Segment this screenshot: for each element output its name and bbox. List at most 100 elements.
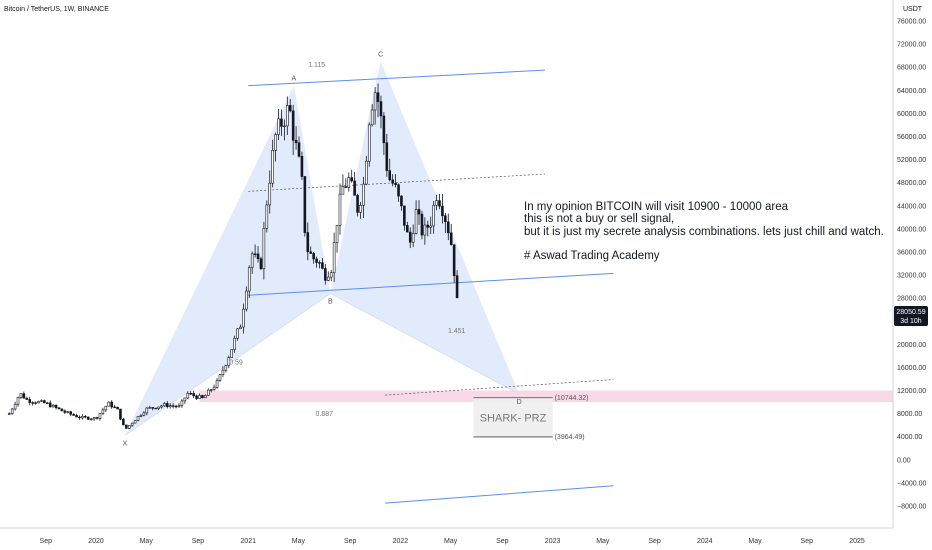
candle-body bbox=[303, 176, 307, 233]
candle-body bbox=[63, 410, 67, 413]
y-tick-label: 72000.00 bbox=[897, 42, 926, 49]
candle-body bbox=[268, 182, 272, 206]
x-tick-label: May bbox=[292, 538, 306, 545]
x-tick-label: May bbox=[748, 538, 762, 545]
candle-body bbox=[60, 408, 64, 412]
candle-body bbox=[116, 406, 119, 410]
pattern-ratio-label: 0.59 bbox=[229, 360, 243, 367]
candle-body bbox=[171, 405, 175, 407]
trend-line bbox=[385, 485, 614, 504]
note-line: but it is just my secrete analysis combi… bbox=[524, 226, 884, 238]
candle-body bbox=[429, 225, 433, 228]
candle-body bbox=[145, 407, 149, 414]
candle-body bbox=[438, 200, 441, 207]
candle-body bbox=[432, 204, 435, 227]
y-tick-label: 0.00 bbox=[897, 457, 911, 464]
candle-body bbox=[256, 253, 260, 260]
pattern-labels-layer: X A B C D 0.59 1.115 1.451 0.887 bbox=[123, 51, 522, 447]
candle-body bbox=[168, 405, 172, 408]
candle-body bbox=[48, 402, 52, 408]
candle-body bbox=[291, 110, 295, 141]
pattern-ratio-label: 1.115 bbox=[308, 62, 325, 69]
y-tick-label: 48000.00 bbox=[897, 180, 926, 187]
x-tick-label: Sep bbox=[192, 538, 205, 545]
y-tick-label: 4000.00 bbox=[897, 434, 922, 441]
candle-body bbox=[335, 225, 339, 244]
candle-body bbox=[394, 182, 397, 186]
pattern-point-label: B bbox=[328, 299, 333, 306]
candle-body bbox=[245, 290, 248, 310]
x-tick-label: 2022 bbox=[393, 538, 409, 545]
x-tick-label: Sep bbox=[496, 538, 509, 545]
y-tick-label: 52000.00 bbox=[897, 157, 926, 164]
time-axis[interactable]: Sep 2020 May Sep 2021 May Sep 2022 May Sep 2023 May… bbox=[0, 527, 893, 545]
candle-body bbox=[423, 224, 427, 236]
candle-body bbox=[227, 357, 231, 366]
x-tick-label: 2023 bbox=[545, 538, 561, 545]
y-tick-label: 40000.00 bbox=[897, 226, 926, 233]
candle-body bbox=[452, 244, 456, 276]
candle-body bbox=[104, 405, 108, 411]
candle-body bbox=[45, 402, 49, 404]
x-tick-label: May bbox=[444, 538, 458, 545]
candle-body bbox=[160, 405, 163, 408]
candle-body bbox=[332, 242, 336, 274]
candle-body bbox=[95, 417, 99, 419]
candle-body bbox=[318, 262, 321, 264]
last-price-box: 28050.59 3d 10h bbox=[894, 306, 928, 326]
candle-body bbox=[75, 415, 78, 418]
candle-body bbox=[127, 425, 131, 429]
y-tick-label: 60000.00 bbox=[897, 111, 926, 118]
x-tick-label: May bbox=[140, 538, 154, 545]
candle-body bbox=[324, 268, 327, 281]
candle-body bbox=[411, 233, 415, 243]
candle-body bbox=[253, 253, 257, 255]
candle-body bbox=[195, 395, 198, 399]
candle-body bbox=[259, 258, 263, 270]
candle-body bbox=[382, 115, 386, 144]
candle-body bbox=[359, 205, 362, 213]
candle-body bbox=[148, 407, 152, 409]
candle-body bbox=[198, 395, 201, 399]
candle-body bbox=[84, 416, 87, 418]
candle-body bbox=[344, 186, 348, 188]
candle-body bbox=[37, 401, 40, 404]
y-tick-label: 68000.00 bbox=[897, 65, 926, 72]
candle-body bbox=[22, 393, 26, 399]
candle-body bbox=[204, 395, 207, 399]
candle-body bbox=[356, 195, 359, 213]
candle-body bbox=[315, 258, 318, 263]
candle-body bbox=[69, 411, 73, 415]
candle-body bbox=[444, 215, 447, 223]
channel-lines-layer bbox=[248, 69, 614, 504]
pattern-point-label: C bbox=[378, 51, 383, 58]
candle-body bbox=[206, 389, 210, 396]
candle-body bbox=[350, 177, 353, 182]
candle-body bbox=[154, 407, 157, 410]
prz-band bbox=[199, 390, 894, 403]
candle-body bbox=[86, 416, 90, 420]
x-tick-label: 2024 bbox=[697, 538, 713, 545]
candle-body bbox=[362, 183, 365, 206]
candle-body bbox=[449, 232, 453, 245]
candle-body bbox=[165, 403, 169, 408]
x-tick-label: Sep bbox=[648, 538, 661, 545]
candle-body bbox=[286, 105, 289, 127]
candle-body bbox=[250, 253, 254, 268]
level-label: (10744.32) bbox=[555, 395, 589, 402]
candles-layer bbox=[7, 83, 459, 429]
candle-body bbox=[385, 142, 389, 171]
y-tick-label: 36000.00 bbox=[897, 249, 926, 256]
price-axis[interactable]: 76000.00 72000.00 68000.00 64000.00 60000.00… bbox=[892, 0, 926, 528]
prz-band-layer bbox=[199, 390, 894, 403]
candle-body bbox=[277, 118, 280, 135]
level-label: (3964.49) bbox=[555, 434, 585, 441]
candle-body bbox=[312, 253, 315, 260]
candle-body bbox=[417, 209, 421, 215]
note-block: In my opinion BITCOIN will visit 10900 -… bbox=[524, 201, 884, 262]
prz-box-layer: SHARK- PRZ (10744.32) (3964.49) bbox=[473, 395, 588, 441]
candle-body bbox=[177, 405, 181, 407]
candle-body bbox=[218, 374, 222, 381]
candle-body bbox=[183, 397, 187, 402]
